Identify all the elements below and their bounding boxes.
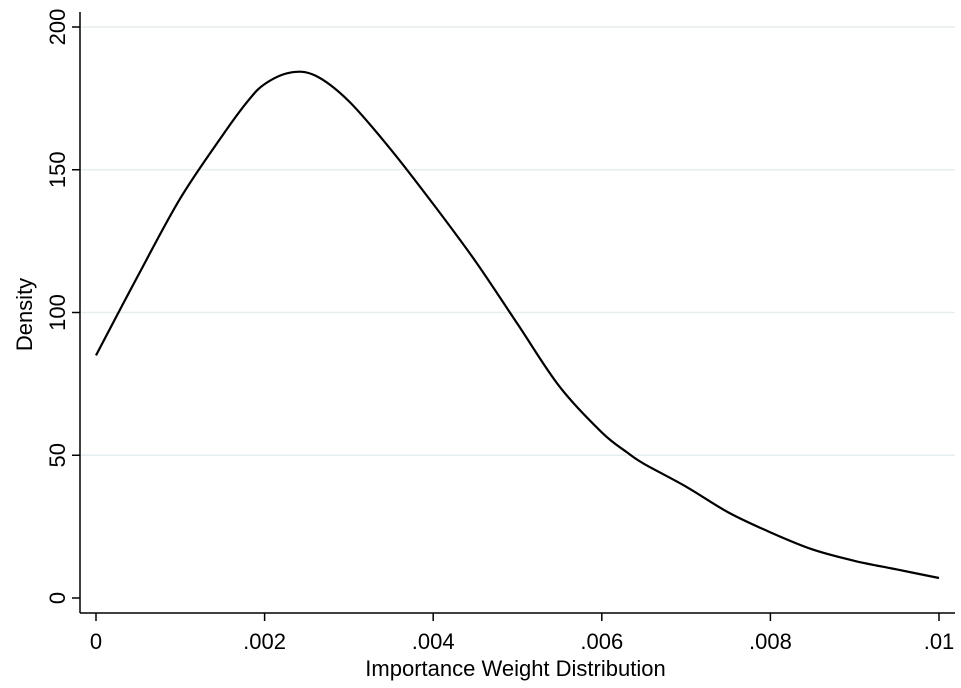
y-tick-label: 100 bbox=[45, 294, 70, 331]
x-tick-label: .002 bbox=[243, 629, 286, 654]
x-tick-label: .01 bbox=[924, 629, 955, 654]
y-tick-label: 50 bbox=[45, 443, 70, 467]
y-axis-title: Density bbox=[12, 278, 37, 351]
gridlines bbox=[81, 26, 955, 456]
y-tick-label: 150 bbox=[45, 151, 70, 188]
x-tick-label: .004 bbox=[412, 629, 455, 654]
x-axis-title: Importance Weight Distribution bbox=[365, 656, 665, 681]
y-tick-label: 200 bbox=[45, 9, 70, 46]
y-tick-label: 0 bbox=[45, 592, 70, 604]
density-series-line bbox=[95, 70, 940, 580]
x-tick-label: .008 bbox=[749, 629, 792, 654]
x-tick-label: 0 bbox=[90, 629, 102, 654]
ticks: 0 50 100 150 200 0 .002 .004 .006 .008 .01 bbox=[45, 9, 954, 654]
series bbox=[95, 70, 940, 580]
x-tick-label: .006 bbox=[580, 629, 623, 654]
